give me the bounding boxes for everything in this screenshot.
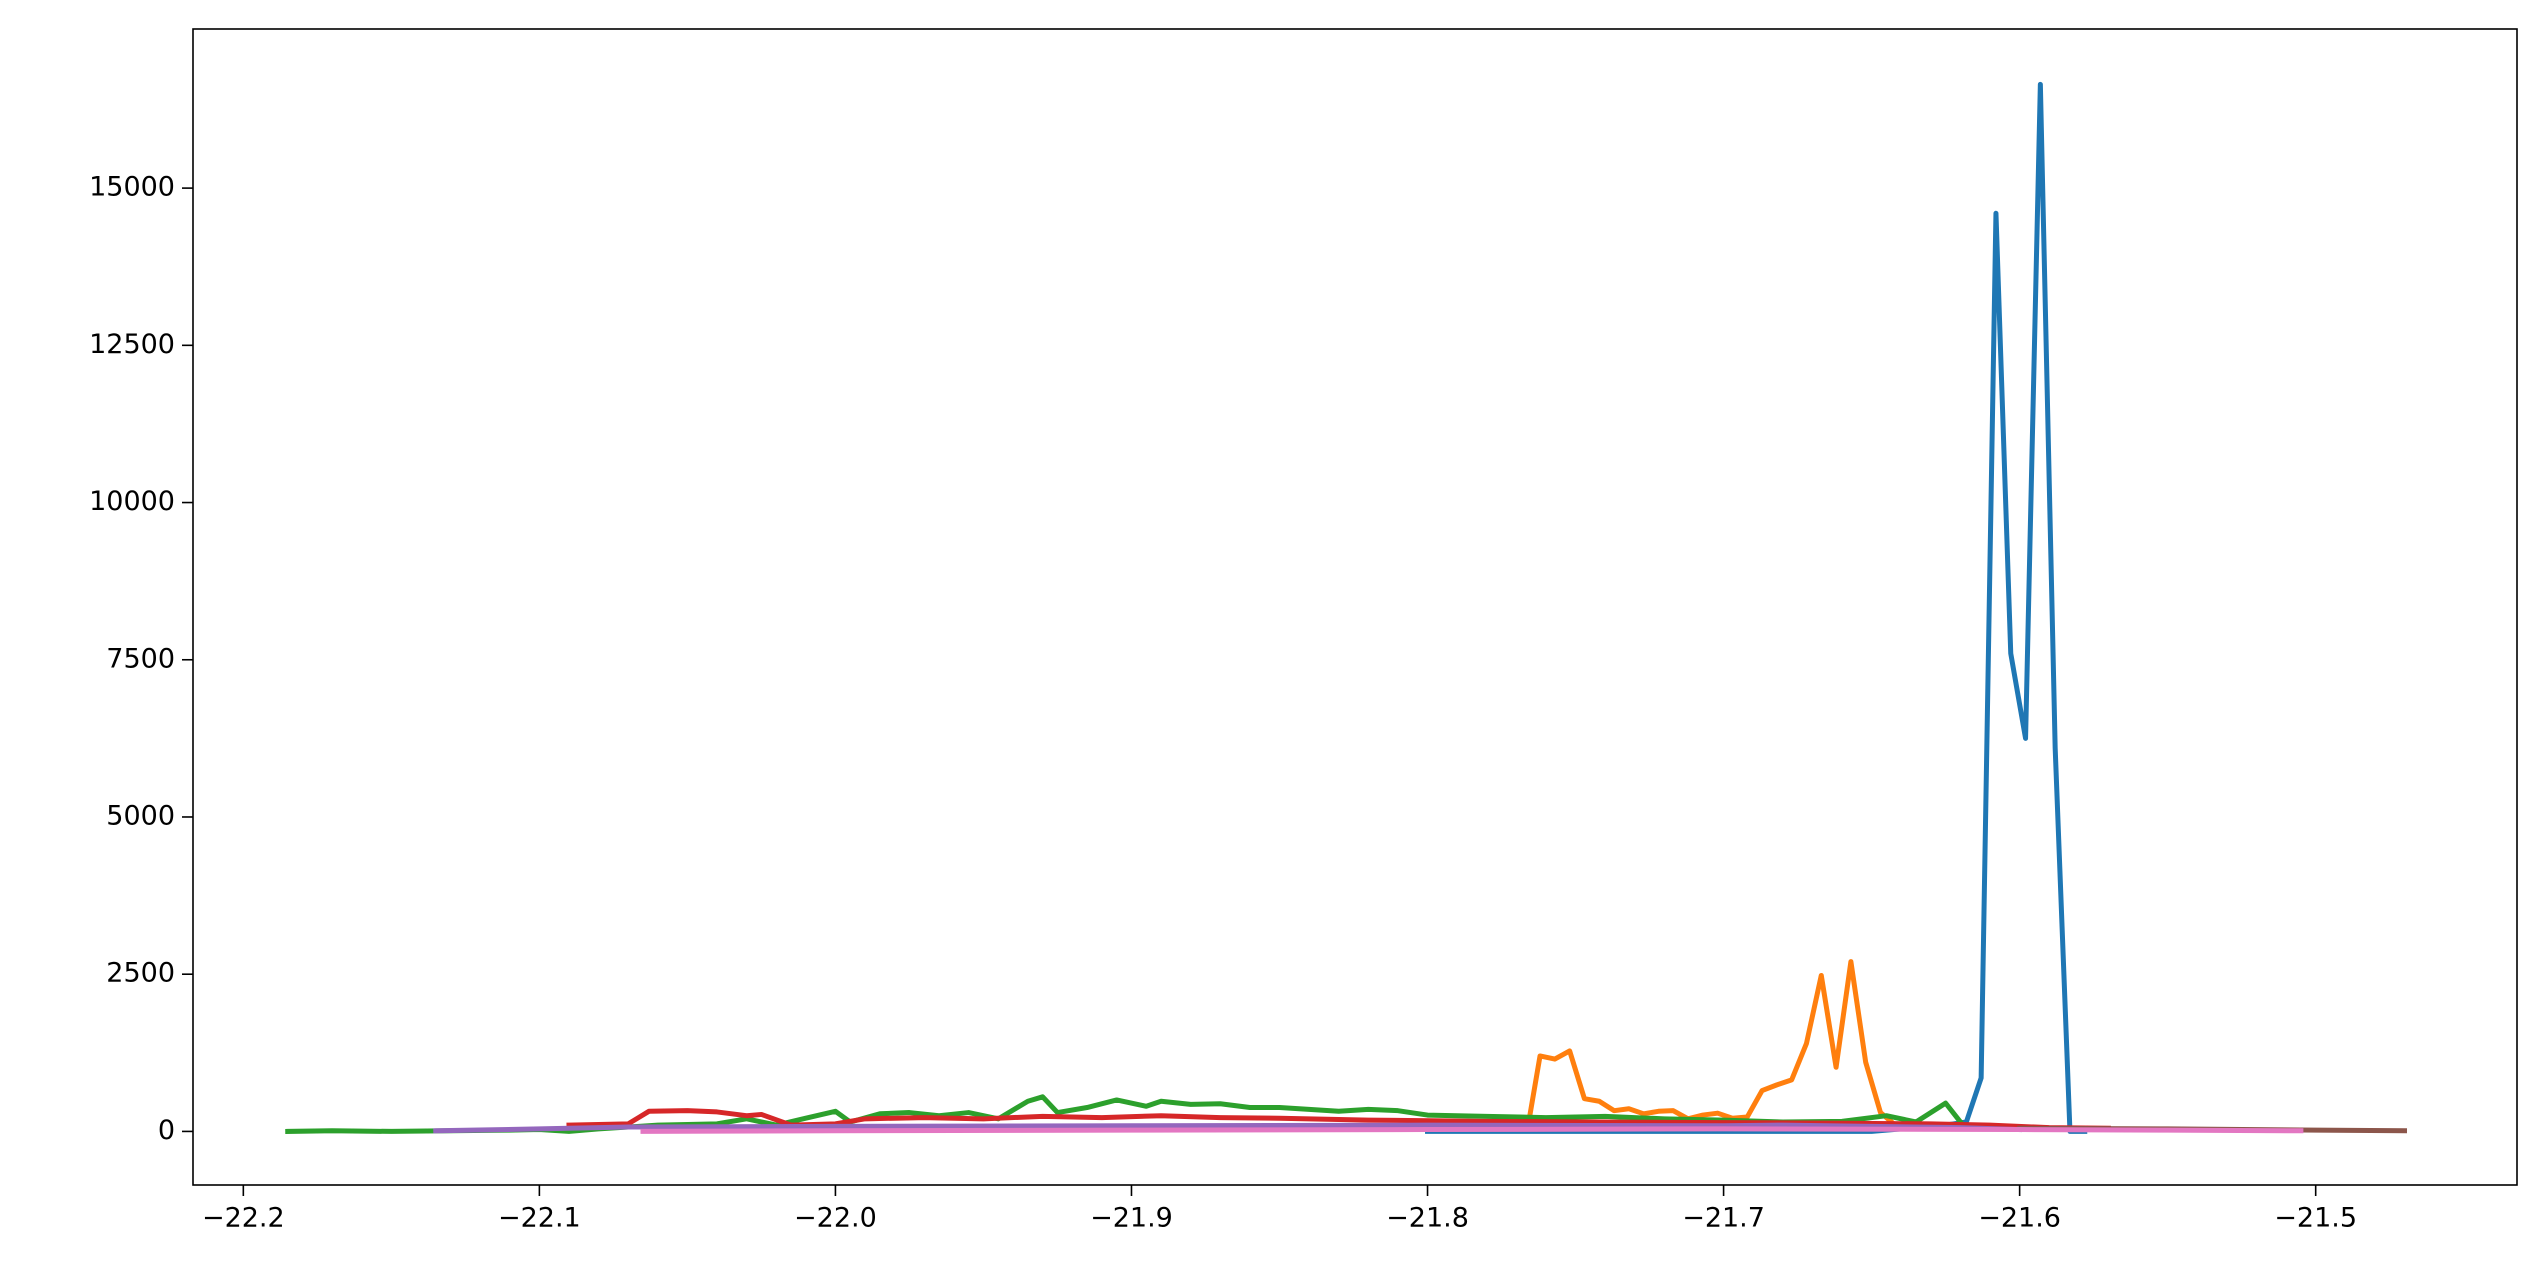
x-tick-label: −21.8 bbox=[1386, 1203, 1469, 1234]
y-tick-label: 12500 bbox=[89, 329, 175, 360]
y-tick-label: 7500 bbox=[106, 643, 175, 674]
y-tick-label: 5000 bbox=[106, 800, 175, 831]
x-tick-label: −21.6 bbox=[1978, 1203, 2061, 1234]
x-tick-label: −22.1 bbox=[498, 1203, 581, 1234]
series-line bbox=[640, 1126, 2304, 1134]
x-tick-label: −22.2 bbox=[202, 1203, 285, 1234]
series-line bbox=[1525, 959, 1928, 1131]
y-tick-label: 10000 bbox=[89, 486, 175, 517]
plot-frame bbox=[192, 28, 2518, 1186]
x-tick-label: −21.7 bbox=[1682, 1203, 1765, 1234]
x-tick-label: −21.5 bbox=[2274, 1203, 2357, 1234]
y-tick-label: 2500 bbox=[106, 958, 175, 989]
x-tick-label: −21.9 bbox=[1090, 1203, 1173, 1234]
y-tick-label: 15000 bbox=[89, 172, 175, 203]
x-tick-label: −22.0 bbox=[794, 1203, 877, 1234]
y-tick-label: 0 bbox=[158, 1115, 175, 1146]
series-line bbox=[566, 1108, 2111, 1131]
